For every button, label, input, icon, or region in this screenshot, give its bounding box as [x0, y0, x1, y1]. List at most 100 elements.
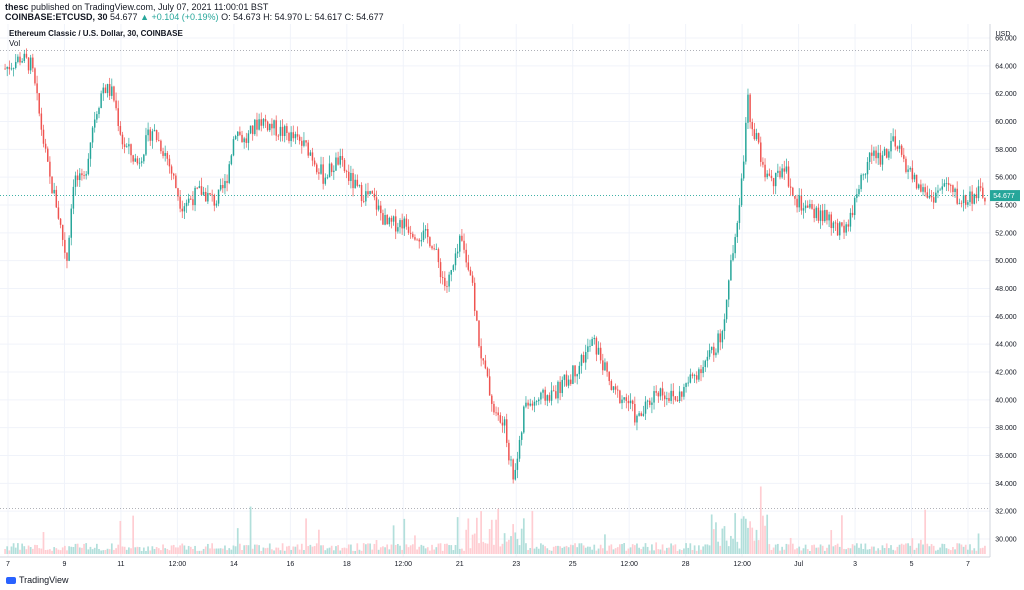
- candle-body: [587, 346, 589, 353]
- candle-body: [691, 374, 694, 376]
- volume-bar: [689, 543, 692, 554]
- candle-body: [723, 319, 726, 332]
- candle-body: [478, 320, 480, 347]
- candle-body: [969, 191, 971, 203]
- candle-body: [644, 401, 647, 414]
- candle-body: [574, 365, 576, 377]
- candle-body: [958, 202, 961, 204]
- candle-body: [960, 202, 963, 204]
- candle-body: [937, 190, 939, 193]
- candle-body: [636, 415, 638, 423]
- volume-bar: [416, 549, 418, 554]
- candle-body: [879, 152, 882, 165]
- candle-body: [47, 148, 49, 162]
- volume-bar: [420, 544, 423, 554]
- volume-bar: [546, 548, 549, 554]
- volume-bar: [915, 547, 918, 554]
- candle-body: [768, 173, 771, 176]
- x-tick-label: 28: [682, 561, 690, 568]
- volume-bar: [426, 547, 429, 554]
- candle-body: [219, 185, 222, 190]
- volume-bar: [947, 548, 950, 554]
- chart-header: thesc published on TradingView.com, July…: [0, 0, 1024, 24]
- volume-bar: [841, 515, 843, 554]
- volume-bar: [379, 547, 382, 554]
- candle-body: [450, 270, 452, 275]
- volume-bar: [394, 544, 397, 554]
- candle-body: [561, 379, 563, 394]
- candle-body: [309, 152, 312, 156]
- volume-bar: [554, 545, 557, 554]
- price-chart[interactable]: Ethereum Classic / U.S. Dollar, 30, COIN…: [0, 24, 1024, 572]
- candle-body: [115, 100, 117, 109]
- candle-body: [866, 161, 869, 175]
- y-axis[interactable]: 66.000 64.000 62.000 60.000 58.000 56.000 54.0…: [995, 36, 1017, 544]
- volume-bar: [100, 550, 102, 554]
- candle-body: [779, 170, 781, 178]
- volume-bar: [300, 543, 303, 554]
- candle-body: [860, 174, 862, 190]
- candle-body: [926, 192, 929, 198]
- tradingview-logo[interactable]: TradingView: [6, 575, 69, 585]
- volume-bar: [567, 547, 570, 554]
- candle-body: [719, 333, 721, 343]
- volume-bar: [397, 543, 399, 554]
- candle-body: [292, 132, 295, 139]
- candle-body: [380, 205, 382, 214]
- candle-body: [753, 129, 756, 140]
- candle-body: [629, 400, 632, 404]
- currency-label: USD: [996, 31, 1011, 38]
- x-axis[interactable]: 7 9 11 12:00 14 16 18 12:00 21 23 25 12:00 28 12:00 Ju…: [6, 561, 970, 568]
- volume-bar: [19, 549, 21, 554]
- volume-bar: [849, 548, 852, 554]
- candle-body: [973, 194, 976, 204]
- volume-bar: [187, 545, 190, 554]
- candle-body: [550, 390, 553, 401]
- volume-bar: [817, 547, 820, 554]
- volume-bar: [241, 550, 243, 554]
- candle-body: [401, 220, 403, 229]
- volume-bar: [907, 543, 909, 554]
- candle-body: [862, 174, 864, 176]
- x-tick-label: 9: [63, 561, 67, 568]
- candle-body: [853, 197, 856, 216]
- change-value: ▲ +0.104 (+0.19%): [140, 12, 219, 22]
- candle-body: [531, 403, 534, 406]
- candle-body: [313, 160, 316, 165]
- candle-body: [217, 189, 220, 204]
- volume-bar: [826, 547, 828, 554]
- volume-bar: [885, 543, 888, 554]
- price-value: 54.677: [110, 12, 138, 22]
- volume-bar: [751, 527, 754, 554]
- candle-body: [832, 222, 835, 229]
- candle-body: [552, 390, 555, 392]
- candle-body: [277, 135, 280, 137]
- candle-body: [796, 198, 798, 208]
- volume-bar: [147, 546, 149, 554]
- candle-body: [32, 57, 34, 69]
- candle-body: [89, 142, 92, 159]
- candle-body: [155, 130, 158, 141]
- candle-body: [841, 222, 843, 226]
- volume-bar: [512, 524, 514, 554]
- x-tick-label: 11: [117, 561, 124, 568]
- volume-bar: [414, 535, 416, 554]
- candle-body: [70, 208, 72, 238]
- volume-bar: [324, 550, 327, 554]
- volume-bar: [219, 548, 222, 554]
- volume-bar: [96, 543, 98, 554]
- candle-body: [222, 185, 224, 189]
- candle-body: [941, 186, 943, 190]
- volume-bar: [486, 543, 489, 554]
- volume-bar: [422, 545, 425, 554]
- volume-bar: [809, 550, 811, 554]
- candle-body: [984, 197, 986, 202]
- candle-body: [570, 379, 572, 384]
- candle-body: [96, 114, 98, 120]
- volume-bar: [821, 545, 824, 554]
- volume-bar: [493, 544, 495, 554]
- candle-body: [883, 148, 886, 156]
- candle-body: [113, 86, 115, 101]
- volume-bar: [518, 545, 521, 554]
- symbol-info: COINBASE:ETCUSD, 30 54.677 ▲ +0.104 (+0.…: [5, 12, 384, 22]
